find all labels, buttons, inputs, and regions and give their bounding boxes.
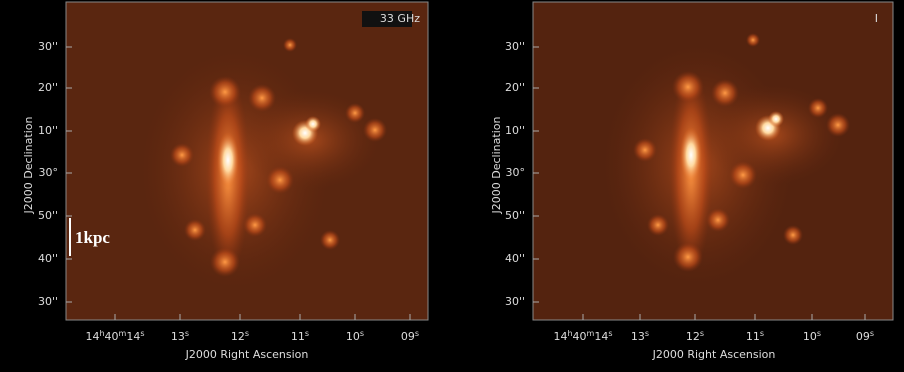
x-tick-label: 10s xyxy=(803,329,821,344)
x-tick-part: h xyxy=(567,329,572,338)
x-tick-part: 12 xyxy=(231,330,245,343)
x-tick-part: 12 xyxy=(686,330,700,343)
y-tick-label: 50'' xyxy=(38,209,58,222)
x-tick-part: 40 xyxy=(105,330,119,343)
x-tick-part: m xyxy=(119,329,127,338)
x-tick-part: s xyxy=(645,329,649,338)
x-tick-part: 14 xyxy=(126,330,140,343)
y-tick-label: 10'' xyxy=(505,124,525,137)
x-tick-part: 10 xyxy=(803,330,817,343)
x-tick-part: s xyxy=(817,329,821,338)
x-tick-part: s xyxy=(870,329,874,338)
x-tick-part: s xyxy=(305,329,309,338)
y-axis-title: J2000 Declination xyxy=(22,117,35,215)
x-tick-label: 11s xyxy=(746,329,764,344)
y-tick-label: 10'' xyxy=(38,124,58,137)
y-tick-label: 30'' xyxy=(38,40,58,53)
x-tick-part: s xyxy=(140,329,144,338)
x-tick-part: s xyxy=(700,329,704,338)
panel-label: 33 GHz xyxy=(380,12,420,25)
scale-bar-label: 1kpc xyxy=(75,228,110,247)
x-tick-part: 14 xyxy=(594,330,608,343)
x-tick-part: 11 xyxy=(291,330,305,343)
y-tick-label: 20'' xyxy=(505,81,525,94)
x-tick-label: 09s xyxy=(401,329,419,344)
y-tick-label: 30° xyxy=(506,166,526,179)
y-tick-label: 30'' xyxy=(505,295,525,308)
x-tick-part: 10 xyxy=(346,330,360,343)
x-tick-part: h xyxy=(99,329,104,338)
x-tick-part: 14 xyxy=(85,330,99,343)
x-tick-part: s xyxy=(760,329,764,338)
x-tick-part: s xyxy=(360,329,364,338)
x-tick-part: 09 xyxy=(856,330,870,343)
x-tick-part: s xyxy=(245,329,249,338)
x-tick-part: m xyxy=(587,329,595,338)
label-box xyxy=(362,11,412,27)
x-axis-title: J2000 Right Ascension xyxy=(652,348,776,361)
x-tick-label: 10s xyxy=(346,329,364,344)
x-tick-part: 13 xyxy=(171,330,185,343)
x-tick-part: 11 xyxy=(746,330,760,343)
y-tick-label: 20'' xyxy=(38,81,58,94)
y-tick-label: 40'' xyxy=(505,252,525,265)
x-tick-part: 09 xyxy=(401,330,415,343)
x-tick-label: 14h40m14s xyxy=(553,329,612,344)
x-axis-title: J2000 Right Ascension xyxy=(185,348,309,361)
y-tick-label: 50'' xyxy=(505,209,525,222)
x-tick-part: s xyxy=(608,329,612,338)
y-tick-label: 30'' xyxy=(38,295,58,308)
x-tick-part: 40 xyxy=(573,330,587,343)
x-tick-part: 14 xyxy=(553,330,567,343)
y-tick-label: 30° xyxy=(39,166,59,179)
x-tick-label: 12s xyxy=(231,329,249,344)
x-tick-part: 13 xyxy=(631,330,645,343)
x-tick-label: 12s xyxy=(686,329,704,344)
x-tick-label: 11s xyxy=(291,329,309,344)
x-tick-label: 14h40m14s xyxy=(85,329,144,344)
y-axis-title: J2000 Declination xyxy=(490,117,503,215)
panel-label: I xyxy=(875,12,878,25)
x-tick-label: 09s xyxy=(856,329,874,344)
y-tick-label: 30'' xyxy=(505,40,525,53)
y-tick-label: 40'' xyxy=(38,252,58,265)
x-tick-part: s xyxy=(415,329,419,338)
x-tick-label: 13s xyxy=(171,329,189,344)
x-tick-part: s xyxy=(185,329,189,338)
x-tick-label: 13s xyxy=(631,329,649,344)
